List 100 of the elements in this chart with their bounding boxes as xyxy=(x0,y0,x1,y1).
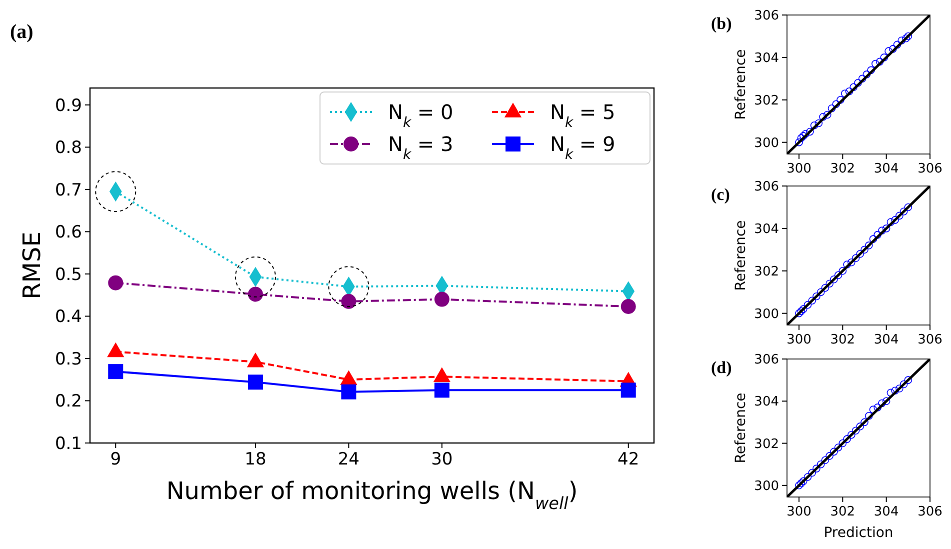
y-tick-label: 304 xyxy=(754,50,779,66)
point xyxy=(816,288,825,296)
point xyxy=(108,364,124,380)
x-tick-label: 300 xyxy=(786,161,812,176)
y-tick-label: 0.1 xyxy=(54,434,82,454)
point xyxy=(852,254,860,262)
point xyxy=(797,479,806,488)
y-axis-title: Reference xyxy=(733,49,749,120)
point xyxy=(799,477,808,486)
point xyxy=(874,404,882,412)
point xyxy=(838,439,847,448)
point xyxy=(864,242,873,250)
point xyxy=(806,128,814,136)
x-tick-label: 304 xyxy=(874,161,899,176)
point xyxy=(248,286,263,302)
point xyxy=(874,230,882,239)
y-tick-label: 0.7 xyxy=(54,180,82,200)
point xyxy=(878,226,886,234)
y-tick-label: 302 xyxy=(754,436,779,452)
point xyxy=(878,399,886,408)
point xyxy=(620,298,636,314)
point xyxy=(882,397,890,406)
point xyxy=(869,235,878,243)
y-tick-label: 300 xyxy=(754,306,779,322)
y-tick-label: 0.4 xyxy=(54,307,82,328)
point xyxy=(867,66,875,74)
x-tick-label: 306 xyxy=(918,332,942,348)
legend-label: N$_{k}$ = 9 xyxy=(550,132,616,163)
point xyxy=(904,203,912,212)
point xyxy=(434,292,450,307)
y-tick-label: 0.5 xyxy=(54,264,82,285)
x-tick-label: 306 xyxy=(918,504,942,520)
point xyxy=(858,74,866,83)
x-tick-label: 304 xyxy=(874,332,899,348)
y-tick-label: 304 xyxy=(754,394,779,410)
point xyxy=(434,382,450,398)
y-tick-label: 0.2 xyxy=(54,392,82,412)
point xyxy=(799,132,808,140)
x-tick-label: 24 xyxy=(338,450,360,470)
point xyxy=(856,250,864,258)
point xyxy=(880,54,888,62)
x-tick-label: 302 xyxy=(830,332,856,348)
point xyxy=(802,130,810,138)
point xyxy=(340,370,357,386)
chart-title: (a) xyxy=(10,21,34,43)
point xyxy=(864,412,873,420)
y-tick-label: 306 xyxy=(754,180,779,195)
point xyxy=(834,271,842,280)
y-tick-label: 0.6 xyxy=(54,222,82,243)
point xyxy=(860,418,868,426)
legend-label: N$_{k}$ = 5 xyxy=(550,100,616,131)
point xyxy=(893,40,902,49)
x-axis-title: Number of monitoring wells (N$_{well}$) xyxy=(166,477,578,513)
x-tick-label: 300 xyxy=(786,332,812,348)
x-tick-label: 302 xyxy=(830,504,856,520)
legend-label: N$_{k}$ = 3 xyxy=(388,132,454,163)
y-axis-title: Reference xyxy=(733,220,749,291)
point xyxy=(888,45,897,53)
y-tick-label: 0.9 xyxy=(54,96,82,116)
point xyxy=(819,112,827,121)
point xyxy=(900,380,908,388)
point xyxy=(797,307,806,316)
chart-title: (d) xyxy=(711,358,732,377)
point xyxy=(845,87,854,96)
point xyxy=(821,284,830,292)
x-tick-label: 304 xyxy=(874,504,899,520)
point xyxy=(247,352,264,368)
x-tick-label: 9 xyxy=(110,450,122,470)
point xyxy=(882,224,890,232)
point xyxy=(904,376,912,384)
point xyxy=(838,266,847,275)
point xyxy=(828,104,836,112)
point xyxy=(804,473,812,481)
point xyxy=(891,386,899,395)
x-tick-label: 302 xyxy=(830,161,856,176)
x-tick-label: 18 xyxy=(244,450,266,470)
y-tick-label: 0.8 xyxy=(54,138,82,158)
point xyxy=(816,460,825,468)
y-tick-label: 0.3 xyxy=(54,349,82,370)
y-tick-label: 306 xyxy=(754,8,779,24)
point xyxy=(876,58,884,66)
y-tick-label: 306 xyxy=(754,352,779,368)
point xyxy=(854,79,862,87)
point xyxy=(830,448,838,456)
legend-label: N$_{k}$ = 0 xyxy=(388,100,454,131)
y-tick-label: 302 xyxy=(754,93,779,108)
point xyxy=(434,368,450,382)
x-axis-title: Prediction xyxy=(824,525,894,541)
point xyxy=(886,218,895,226)
x-tick-label: 30 xyxy=(431,450,453,470)
point xyxy=(108,275,124,290)
point xyxy=(823,110,832,119)
y-axis-title: RMSE xyxy=(18,232,46,300)
point xyxy=(814,119,823,128)
point xyxy=(821,456,830,464)
x-tick-label: 300 xyxy=(786,504,812,520)
point xyxy=(248,374,263,390)
point xyxy=(795,138,803,146)
point xyxy=(620,382,636,398)
point xyxy=(856,422,864,430)
